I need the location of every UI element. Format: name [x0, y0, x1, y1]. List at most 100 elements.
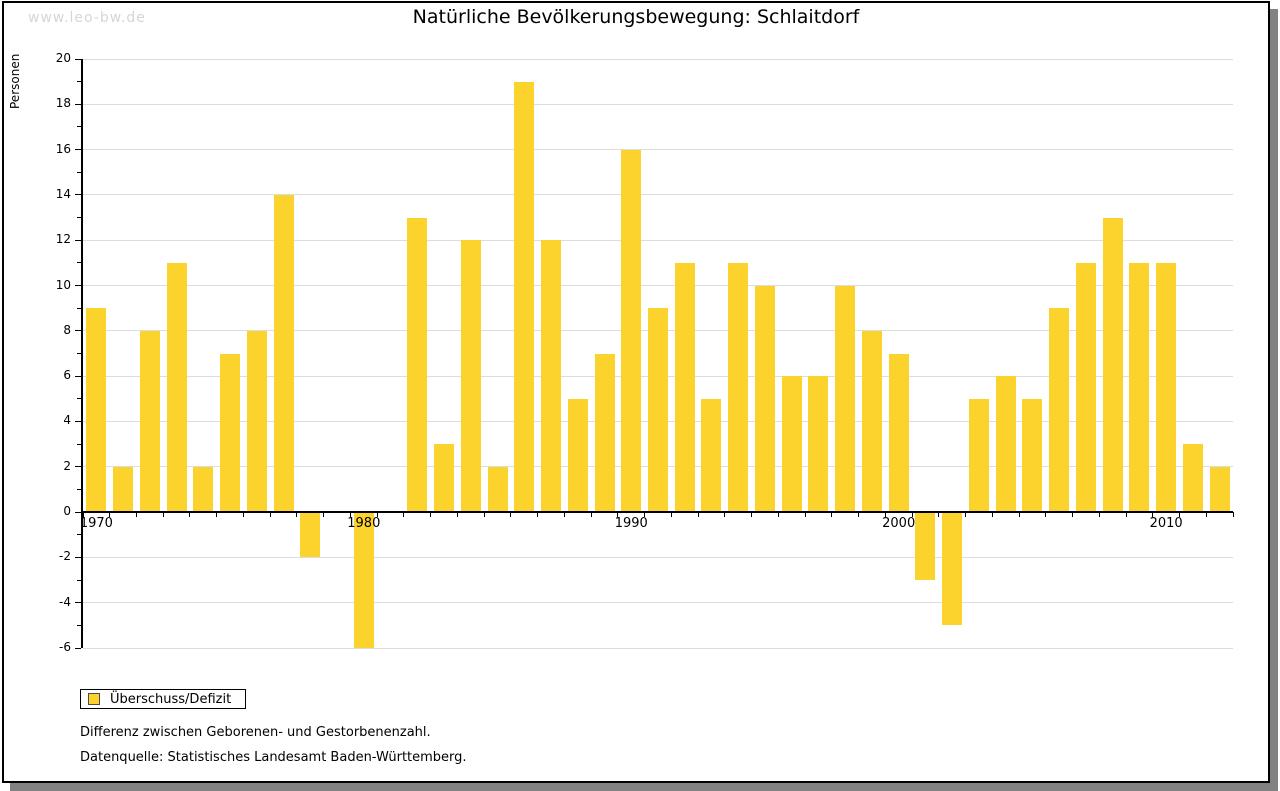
- y-major-tick: [75, 466, 81, 468]
- y-tick-label: 14: [55, 186, 71, 201]
- legend-swatch-icon: [88, 693, 100, 705]
- y-major-tick: [75, 375, 81, 377]
- y-minor-tick: [77, 81, 81, 83]
- bar-1987: [541, 240, 562, 513]
- x-tick: [724, 512, 726, 518]
- x-tick: [590, 512, 592, 518]
- y-minor-tick: [77, 262, 81, 264]
- x-axis-line: [83, 510, 1233, 513]
- x-tick: [376, 512, 378, 518]
- x-tick: [135, 512, 137, 518]
- y-minor-tick: [77, 217, 81, 219]
- x-tick: [403, 512, 405, 518]
- gridline: [83, 239, 1233, 241]
- x-tick: [777, 512, 779, 518]
- bar-2005: [1022, 398, 1043, 513]
- legend-label: Überschuss/Defizit: [110, 691, 232, 707]
- y-minor-tick: [77, 398, 81, 400]
- y-major-tick: [75, 285, 81, 287]
- bar-1985: [487, 466, 508, 513]
- x-tick: [1152, 512, 1154, 518]
- chart-panel: www.leo-bw.de Natürliche Bevölkerungsbew…: [2, 1, 1270, 783]
- x-tick: [1232, 512, 1234, 518]
- x-tick: [269, 512, 271, 518]
- bar-1982: [407, 217, 428, 513]
- y-minor-tick: [77, 579, 81, 581]
- x-tick: [911, 512, 913, 518]
- x-tick-label-2010: 2010: [1149, 516, 1183, 532]
- bar-1995: [754, 285, 775, 513]
- gridline: [83, 194, 1233, 196]
- x-tick: [483, 512, 485, 518]
- gridline: [83, 58, 1233, 60]
- x-tick: [858, 512, 860, 518]
- x-tick: [1125, 512, 1127, 518]
- bar-2007: [1075, 262, 1096, 513]
- y-major-tick: [75, 58, 81, 60]
- bar-1977: [273, 194, 294, 513]
- bar-1997: [808, 376, 829, 513]
- gridline: [83, 285, 1233, 287]
- x-tick: [884, 512, 886, 518]
- x-tick: [242, 512, 244, 518]
- bar-2001: [915, 512, 936, 581]
- gridline: [83, 556, 1233, 558]
- y-major-tick: [75, 511, 81, 513]
- x-tick: [617, 512, 619, 518]
- x-tick: [349, 512, 351, 518]
- x-tick: [323, 512, 325, 518]
- x-tick: [82, 512, 84, 518]
- x-tick: [109, 512, 111, 518]
- plot-area: -6 -4 -2 0 2 4 6 8 10 12 14 16 18 20 1970 1980 1990 2000 2…: [56, 51, 1234, 654]
- bar-2003: [968, 398, 989, 513]
- y-tick-label: 10: [55, 277, 71, 292]
- y-tick-label: 18: [55, 96, 71, 111]
- x-tick-label-1990: 1990: [614, 516, 648, 532]
- x-tick: [1098, 512, 1100, 518]
- bar-2010: [1156, 262, 1177, 513]
- y-tick-label: 16: [55, 141, 71, 156]
- y-minor-tick: [77, 488, 81, 490]
- bar-1974: [193, 466, 214, 513]
- x-tick: [670, 512, 672, 518]
- x-tick: [697, 512, 699, 518]
- footnote-source: Datenquelle: Statistisches Landesamt Bad…: [80, 750, 467, 765]
- x-tick: [563, 512, 565, 518]
- bar-1984: [460, 240, 481, 513]
- x-tick: [162, 512, 164, 518]
- y-major-tick: [75, 420, 81, 422]
- bar-1992: [674, 262, 695, 513]
- x-tick: [510, 512, 512, 518]
- footnote-definition: Differenz zwischen Geborenen- und Gestor…: [80, 725, 431, 740]
- x-tick: [991, 512, 993, 518]
- y-major-tick: [75, 647, 81, 649]
- x-tick: [537, 512, 539, 518]
- watermark: www.leo-bw.de: [28, 10, 146, 26]
- bar-1973: [166, 262, 187, 513]
- gridline: [83, 149, 1233, 151]
- x-tick-label-1980: 1980: [347, 516, 381, 532]
- x-tick: [216, 512, 218, 518]
- bar-1998: [835, 285, 856, 513]
- bar-1991: [648, 308, 668, 513]
- x-tick: [831, 512, 833, 518]
- bar-1994: [728, 262, 749, 513]
- y-major-tick: [75, 194, 81, 196]
- y-minor-tick: [77, 534, 81, 536]
- y-axis-title: Personen: [8, 53, 22, 109]
- bar-1986: [514, 81, 535, 513]
- bar-1988: [567, 398, 588, 513]
- x-tick: [965, 512, 967, 518]
- x-tick: [644, 512, 646, 518]
- bar-1989: [594, 353, 615, 513]
- x-tick: [804, 512, 806, 518]
- bar-2000: [888, 353, 909, 513]
- gridline: [83, 103, 1233, 105]
- bar-1978: [300, 512, 321, 558]
- x-tick: [938, 512, 940, 518]
- bar-1993: [701, 398, 722, 513]
- y-tick-label: -4: [59, 594, 71, 609]
- bar-1996: [781, 376, 802, 513]
- y-minor-tick: [77, 353, 81, 354]
- bar-2002: [942, 512, 963, 626]
